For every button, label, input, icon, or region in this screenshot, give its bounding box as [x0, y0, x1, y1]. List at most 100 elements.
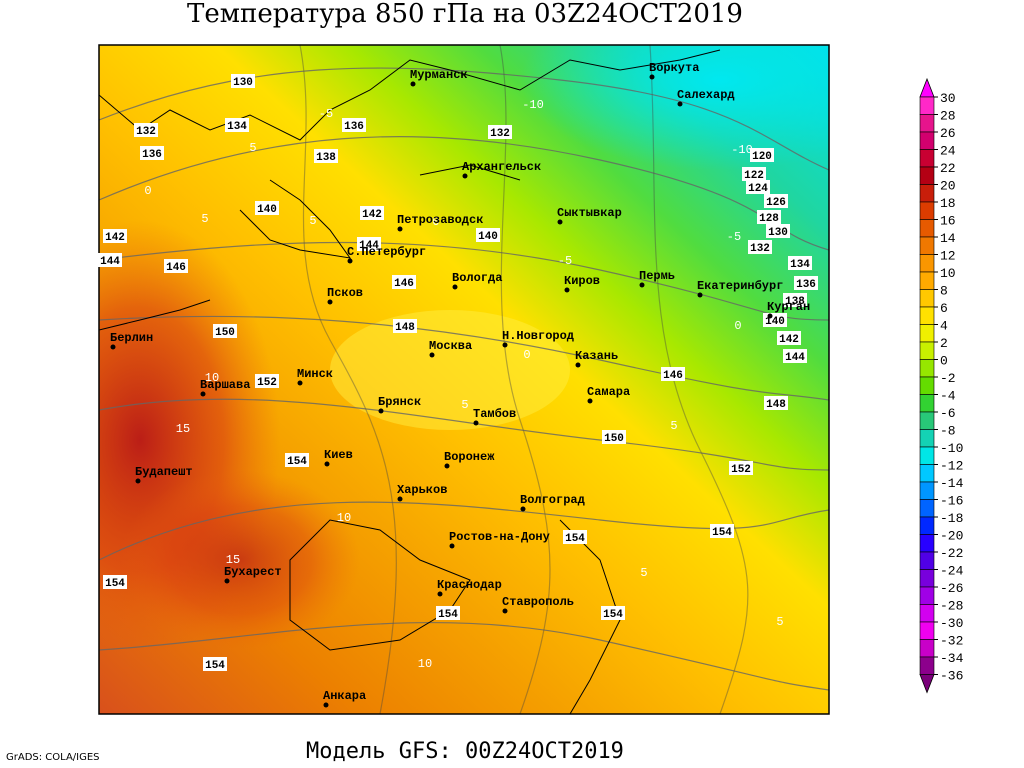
city-dot	[327, 299, 333, 305]
colorbar-tick-label: -36	[940, 669, 963, 684]
temperature-label: 10	[205, 371, 219, 385]
city-dot	[297, 380, 303, 386]
contour-label-box	[213, 324, 237, 338]
contour-label-box	[750, 148, 774, 162]
city-name: Минск	[297, 367, 333, 381]
colorbar-tick-label: -18	[940, 511, 963, 526]
temperature-label: 5	[640, 566, 647, 580]
city-name: Ростов-на-Дону	[449, 530, 550, 544]
city-dot	[767, 313, 773, 319]
contour-label-box	[766, 224, 790, 238]
city-dot	[575, 362, 581, 368]
contour-label-box	[360, 206, 384, 220]
height-label: 140	[765, 316, 785, 328]
contour-label-box	[748, 240, 772, 254]
city-name: Анкара	[323, 689, 366, 703]
height-label: 142	[779, 334, 799, 346]
city-dot	[452, 284, 458, 290]
colorbar-segment	[919, 289, 935, 308]
colorbar-segment	[919, 499, 935, 518]
colorbar-segment	[919, 394, 935, 413]
city-dot	[449, 543, 455, 549]
colorbar-tick-label: -8	[940, 424, 956, 439]
city-dot	[135, 478, 141, 484]
height-label: 140	[478, 231, 498, 243]
credit: GrADS: COLA/IGES	[6, 752, 100, 763]
colorbar-tick-label: -26	[940, 581, 963, 596]
contour-label-box	[601, 606, 625, 620]
height-label: 154	[438, 609, 458, 621]
colorbar-segment	[919, 639, 935, 658]
colorbar-tick-label: 12	[940, 249, 956, 264]
city-name: Псков	[327, 286, 363, 300]
height-label: 150	[215, 327, 235, 339]
contour-label-box	[98, 253, 122, 267]
colorbar-tick-label: 16	[940, 214, 956, 229]
height-label: 136	[796, 279, 816, 291]
colorbar-segment	[919, 324, 935, 343]
height-label: 148	[766, 399, 786, 411]
contour-label-box	[563, 530, 587, 544]
colorbar-segment	[919, 166, 935, 185]
city-dot	[437, 591, 443, 597]
city-dot	[429, 352, 435, 358]
colorbar-segment	[919, 656, 935, 675]
map-title: Температура 850 гПа на 03Z24OCT2019	[187, 0, 743, 29]
height-label: 154	[105, 578, 125, 590]
colorbar-tick-label: -4	[940, 389, 956, 404]
city-dot	[378, 408, 384, 414]
temperature-label: 10	[337, 511, 351, 525]
colorbar-segment	[919, 376, 935, 395]
colorbar-tick-label: -2	[940, 371, 956, 386]
contour-label-box	[757, 210, 781, 224]
contour-label-box	[342, 118, 366, 132]
colorbar-tick-label: 10	[940, 266, 956, 281]
colorbar-tick-label: 2	[940, 336, 948, 351]
colorbar-tick-label: -30	[940, 616, 963, 631]
colorbar-segment	[919, 569, 935, 588]
contour-label-box	[255, 201, 279, 215]
height-label: 138	[785, 296, 805, 308]
city-name: Салехард	[677, 88, 735, 102]
contour-label-box	[764, 396, 788, 410]
colorbar-tick-label: 6	[940, 301, 948, 316]
contour-label-box	[203, 657, 227, 671]
colorbar-segment	[919, 411, 935, 430]
city-dot	[347, 258, 353, 264]
height-label: 144	[785, 352, 805, 364]
city-name: Бухарест	[224, 565, 282, 579]
city-name: Ставрополь	[502, 595, 574, 609]
city-dot	[564, 287, 570, 293]
height-label: 136	[142, 149, 162, 161]
city-dot	[410, 81, 416, 87]
contour-label-box	[710, 524, 734, 538]
temperature-label: 5	[309, 214, 316, 228]
contour-label-box	[392, 275, 416, 289]
city-name: Курган	[767, 300, 810, 314]
colorbar-tick-label: 0	[940, 354, 948, 369]
height-label: 146	[663, 370, 683, 382]
contour-label-box	[103, 575, 127, 589]
city-dot	[557, 219, 563, 225]
temperature-label: 0	[432, 215, 439, 229]
city-dot	[649, 74, 655, 80]
contour-label-box	[788, 256, 812, 270]
height-label: 120	[752, 151, 772, 163]
temperature-label: -10	[522, 98, 544, 112]
temperature-label: 5	[249, 141, 256, 155]
colorbar-tick-label: 28	[940, 109, 956, 124]
height-label: 142	[362, 209, 382, 221]
city-dot	[200, 391, 206, 397]
contour-label-box	[164, 259, 188, 273]
colorbar-bottom-arrow	[919, 674, 935, 694]
temperature-label: 15	[176, 422, 190, 436]
colorbar-tick-label: 26	[940, 126, 956, 141]
temperature-label: 5	[670, 419, 677, 433]
colorbar-tick-label: -12	[940, 459, 963, 474]
colorbar-tick-label: -20	[940, 529, 963, 544]
colorbar-tick-label: -10	[940, 441, 963, 456]
map-frame	[98, 44, 830, 715]
colorbar-segment	[919, 271, 935, 290]
temperature-label: -10	[731, 143, 753, 157]
